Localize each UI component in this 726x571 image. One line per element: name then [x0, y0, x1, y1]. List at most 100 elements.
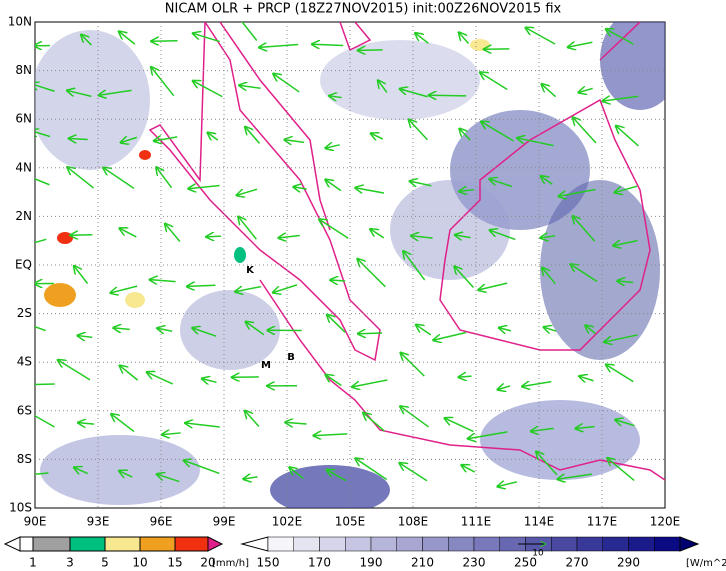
olr-color-box	[422, 536, 449, 552]
wind-arrow	[544, 327, 557, 331]
wind-arrow	[121, 137, 138, 142]
wind-arrow	[245, 411, 260, 427]
wind-arrow	[154, 137, 178, 141]
wind-vectors	[35, 22, 639, 486]
lon-label: 114E	[524, 515, 555, 529]
lat-label: EQ	[15, 258, 32, 272]
olr-legend-label: 290	[617, 556, 640, 570]
wind-arrow	[459, 376, 472, 377]
wind-arrow	[74, 468, 89, 474]
precip-legend-label: 1	[29, 556, 37, 570]
precip-legend-label: 3	[66, 556, 74, 570]
wind-arrow	[273, 284, 298, 293]
wind-arrow	[114, 328, 130, 330]
wind-arrow	[378, 81, 388, 93]
wind-arrow	[240, 85, 261, 88]
wind-arrow	[616, 126, 639, 147]
wind-arrow	[35, 472, 49, 476]
wind-arrow	[207, 236, 222, 237]
lat-label: 6N	[15, 112, 32, 126]
wind-arrow	[320, 220, 349, 239]
wind-arrow	[78, 336, 93, 338]
olr-color-box	[602, 536, 629, 552]
wind-arrow	[239, 217, 257, 240]
wind-arrow	[58, 360, 91, 381]
wind-arrow	[468, 431, 508, 439]
lat-label: 10N	[8, 15, 32, 29]
lat-label: 4N	[15, 160, 32, 174]
wind-arrow	[455, 267, 475, 289]
wind-arrow	[499, 328, 512, 331]
wind-arrow	[111, 285, 138, 293]
olr-color-box	[654, 536, 681, 552]
wind-arrow	[236, 287, 262, 292]
olr-color-box	[551, 536, 578, 552]
wind-arrow	[68, 167, 94, 189]
lon-label: 108E	[398, 515, 429, 529]
wind-arrow	[326, 145, 340, 148]
wind-arrow	[245, 127, 261, 144]
wind-arrow	[358, 50, 383, 51]
wind-arrow	[208, 133, 219, 140]
wind-arrow	[162, 433, 181, 435]
wind-arrow	[409, 120, 428, 141]
title: NICAM OLR + PRCP (18Z27NOV2015) init:00Z…	[165, 2, 562, 17]
wind-arrow	[455, 235, 471, 238]
lon-label: 99E	[213, 515, 236, 529]
wind-arrow	[416, 325, 432, 336]
wind-arrow	[558, 473, 593, 479]
wind-arrow	[416, 33, 429, 44]
wind-arrow	[120, 366, 139, 381]
wind-arrow	[616, 420, 635, 427]
olr-legend-label: 170	[308, 556, 331, 570]
wind-arrow	[150, 280, 176, 282]
lat-label: 6S	[17, 403, 32, 417]
wind-arrow	[568, 42, 593, 47]
wind-arrow	[202, 379, 217, 383]
wind-arrow	[541, 236, 556, 238]
wind-arrow	[358, 259, 386, 288]
wind-arrow	[35, 178, 50, 186]
lon-label: 120E	[650, 515, 681, 529]
wind-arrow	[35, 414, 55, 428]
precip-legend-unit: [mm/h]	[212, 558, 249, 569]
wind-arrow	[429, 95, 467, 96]
wind-arrow	[542, 268, 556, 285]
wind-arrow	[462, 465, 476, 473]
lat-label: 4S	[17, 355, 32, 369]
wind-arrow	[184, 460, 220, 475]
wind-arrow	[614, 241, 638, 246]
wind-arrow	[312, 44, 344, 45]
lon-label: 117E	[587, 515, 618, 529]
wind-arrow	[586, 326, 596, 335]
wind-arrow	[99, 89, 132, 95]
wind-arrow	[526, 28, 556, 45]
precip-legend-label: 15	[167, 556, 182, 570]
wind-arrow	[573, 118, 597, 144]
lat-label: 8S	[17, 452, 32, 466]
lat-label: 2N	[15, 209, 32, 223]
olr-arrow-left	[240, 536, 269, 552]
wind-arrow	[237, 188, 258, 195]
wind-arrow	[460, 190, 475, 192]
olr-legend-label: 270	[566, 556, 589, 570]
wind-arrow	[188, 285, 216, 286]
wind-arrow	[404, 251, 426, 281]
olr-legend-label: 150	[257, 556, 280, 570]
wind-arrow	[193, 328, 217, 337]
precip-legend-label: 5	[101, 556, 109, 570]
wind-arrow	[363, 413, 385, 432]
wind-arrow	[260, 44, 299, 47]
wind-arrow	[615, 185, 638, 192]
wind-arrow	[490, 179, 513, 188]
wind-arrow	[274, 74, 300, 93]
wind-arrow	[459, 33, 470, 44]
olr-color-box	[473, 536, 500, 552]
wind-arrow	[434, 331, 467, 341]
wind-arrow	[401, 407, 430, 428]
precip-legend-label: 10	[132, 556, 147, 570]
wind-arrow	[371, 134, 384, 139]
wind-arrow	[541, 176, 553, 185]
wind-arrow	[523, 382, 552, 387]
olr-arrow-right	[679, 536, 700, 552]
